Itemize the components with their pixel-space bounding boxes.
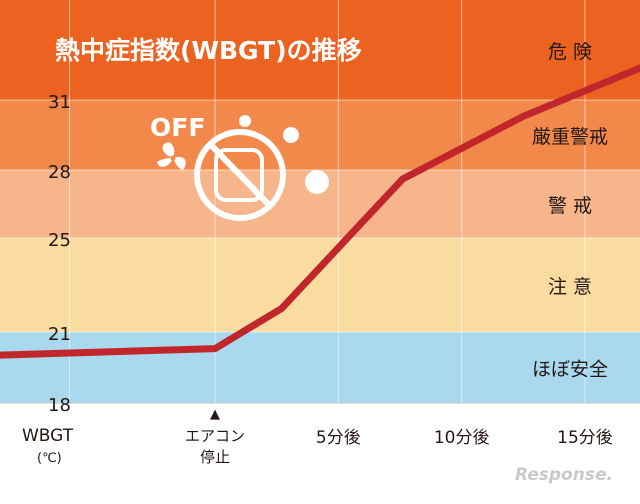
fan-icon [157,142,186,170]
band-label: ほぼ安全 [532,359,608,381]
y-tick-label: 18 [48,395,71,416]
aircon-off-illustration: OFF [150,113,329,221]
y-tick-labels: 18 21 25 28 31 [48,92,71,416]
x-tick-label: 15分後 [557,428,613,448]
y-axis-label: WBGT [22,426,74,446]
band-labels: ほぼ安全 注 意 警 戒 厳重警戒 危 険 [532,41,608,381]
x-tick-label: 停止 [200,448,230,466]
y-tick-label: 25 [48,230,71,251]
y-tick-label: 28 [48,162,71,183]
bubble-1 [239,115,251,127]
watermark: Response. [515,465,613,485]
x-tick-label: 10分後 [434,428,490,448]
off-label: OFF [150,113,205,142]
wbgt-series-line [0,64,640,359]
x-tick-label: エアコン [185,427,245,445]
band-label: 厳重警戒 [532,126,608,148]
bubble-3 [305,170,329,194]
chart-title: 熱中症指数(WBGT)の推移 [55,36,362,65]
band-4 [0,0,640,100]
y-tick-label: 21 [48,324,71,345]
bubble-2 [283,127,299,143]
x-axis-background [0,403,640,410]
x-tick-label: 5分後 [316,428,361,448]
band-label: 危 険 [548,41,592,63]
band-1 [0,238,640,332]
band-label: 警 戒 [548,195,592,217]
x-tick-marker: ▲ [210,407,220,422]
band-0 [0,332,640,403]
y-tick-label: 31 [48,92,71,113]
y-axis-unit: (℃) [37,451,62,466]
prohibited-thermometer-icon [194,129,286,221]
band-label: 注 意 [548,276,592,298]
